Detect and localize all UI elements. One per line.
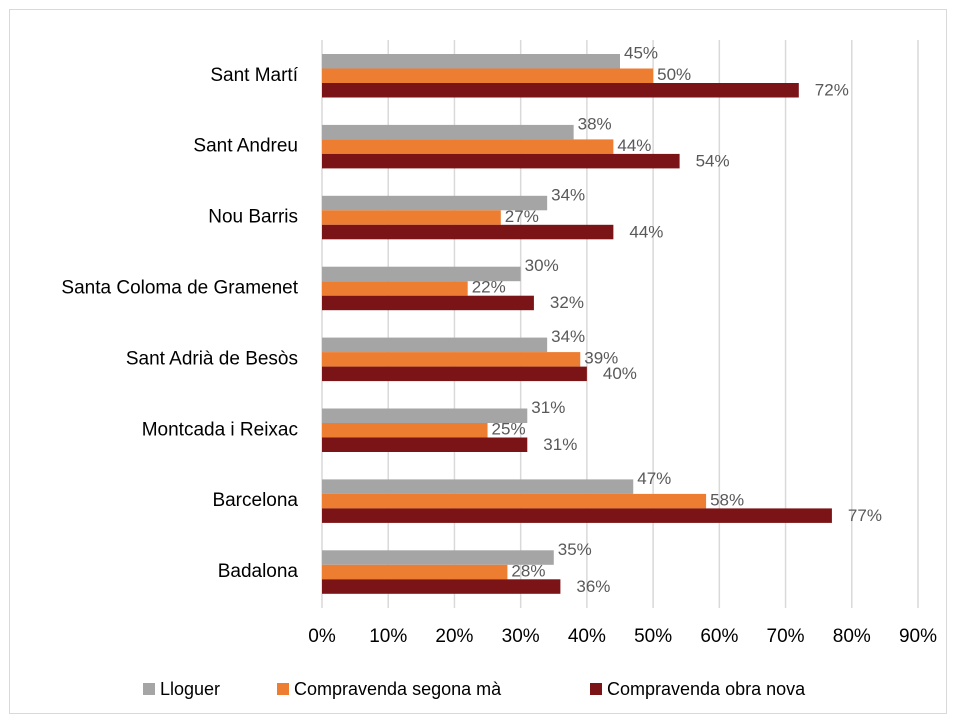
x-tick-label: 0% [308, 626, 336, 647]
x-tick-label: 90% [899, 626, 937, 647]
value-label: 25% [492, 419, 526, 438]
value-label: 58% [710, 490, 744, 509]
legend-label: Compravenda segona mà [294, 679, 502, 699]
category-label: Montcada i Reixac [142, 419, 298, 440]
x-tick-label: 80% [833, 626, 871, 647]
x-tick-label: 10% [369, 626, 407, 647]
value-label: 40% [603, 364, 637, 383]
x-tick-label: 30% [502, 626, 540, 647]
value-label: 45% [624, 43, 658, 62]
bar [322, 266, 521, 282]
bar [322, 564, 508, 580]
value-label: 34% [551, 327, 585, 346]
category-label: Nou Barris [208, 207, 298, 228]
value-label: 72% [815, 80, 849, 99]
bar [322, 83, 799, 98]
value-label: 47% [637, 469, 671, 488]
category-label: Sant Martí [210, 65, 298, 86]
bar [322, 408, 528, 423]
bar [322, 352, 581, 367]
bar [322, 295, 534, 311]
bar [322, 124, 574, 140]
bar [322, 437, 528, 452]
bar [322, 139, 614, 154]
x-tick-label: 20% [435, 626, 473, 647]
bar [322, 423, 488, 438]
value-label: 77% [848, 506, 882, 525]
x-tick-label: 70% [767, 626, 805, 647]
bar [322, 281, 468, 296]
bar [322, 54, 620, 69]
value-label: 22% [472, 278, 506, 297]
value-label: 50% [657, 65, 691, 84]
value-label: 28% [511, 561, 545, 580]
bar [322, 493, 707, 509]
value-label: 31% [531, 398, 565, 417]
value-label: 39% [584, 349, 618, 368]
bar [322, 366, 587, 382]
bar [322, 224, 614, 240]
category-label: Badalona [218, 561, 299, 582]
x-tick-label: 60% [700, 626, 738, 647]
category-label: Santa Coloma de Gramenet [61, 277, 298, 298]
value-label: 38% [578, 114, 612, 133]
value-label: 30% [525, 256, 559, 275]
value-label: 27% [505, 207, 539, 226]
x-tick-label: 40% [568, 626, 606, 647]
bar [322, 479, 634, 494]
legend-label: Lloguer [160, 679, 220, 699]
legend-swatch [143, 683, 155, 695]
value-label: 54% [696, 151, 730, 170]
legend-swatch [277, 683, 289, 695]
bar [322, 68, 654, 83]
value-label: 34% [551, 185, 585, 204]
bar [322, 153, 680, 169]
value-label: 31% [543, 435, 577, 454]
value-label: 36% [576, 577, 610, 596]
value-label: 44% [629, 222, 663, 241]
category-label: Barcelona [212, 490, 298, 511]
bar [322, 579, 561, 594]
bar [322, 210, 501, 225]
legend-label: Compravenda obra nova [607, 679, 806, 699]
bar [322, 195, 548, 211]
x-tick-label: 50% [634, 626, 672, 647]
value-label: 35% [558, 540, 592, 559]
category-label: Sant Adrià de Besòs [126, 348, 298, 369]
legend-swatch [590, 683, 602, 695]
bar [322, 508, 832, 523]
value-label: 32% [550, 293, 584, 312]
bar [322, 337, 548, 353]
value-label: 44% [617, 136, 651, 155]
bar [322, 550, 554, 565]
category-label: Sant Andreu [193, 136, 298, 157]
